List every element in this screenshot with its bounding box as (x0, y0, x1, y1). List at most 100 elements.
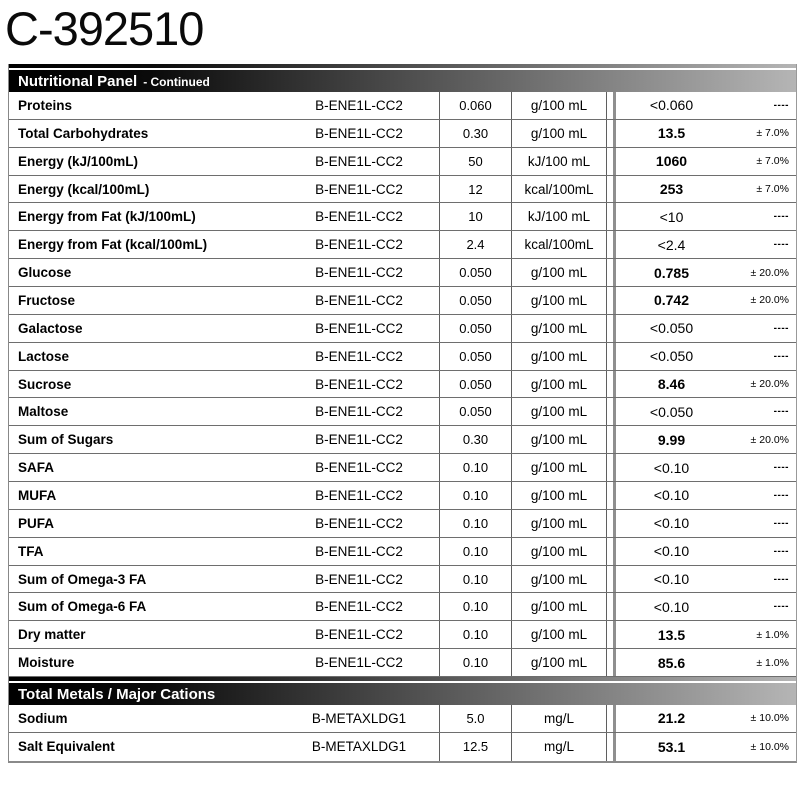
result-cell: <0.060 ---- (613, 92, 796, 119)
result-cell: 13.5 ± 7.0% (613, 119, 796, 147)
table-row: TFA B-ENE1L-CC2 0.10 g/100 mL <0.10 ---- (9, 537, 796, 566)
table-row: Maltose B-ENE1L-CC2 0.050 g/100 mL <0.05… (9, 398, 796, 427)
parameter-cell: Energy (kJ/100mL) (18, 153, 139, 169)
uncertainty-value: ± 10.0% (750, 712, 789, 725)
result-cell: <0.10 ---- (613, 482, 796, 509)
uncertainty-value: ---- (773, 350, 789, 362)
result-value: <0.060 (649, 97, 694, 114)
parameter-cell: Glucose (18, 265, 72, 281)
loq-cell: 0.050 (439, 370, 512, 398)
unit-cell: g/100 mL (512, 259, 607, 287)
section-header-band: Total Metals / Major Cations (9, 677, 796, 706)
result-value: 0.742 (653, 292, 690, 309)
result-cell: <2.4 ---- (613, 231, 796, 259)
parameter-cell: Sum of Omega-6 FA (18, 599, 147, 615)
loq-cell: 5.0 (439, 705, 512, 732)
method-code-cell: B-ENE1L-CC2 (315, 181, 403, 197)
method-code-cell: B-ENE1L-CC2 (315, 125, 403, 141)
uncertainty-value: ---- (773, 406, 789, 418)
result-value: <0.10 (653, 571, 690, 588)
result-value: 8.46 (657, 376, 686, 393)
unit-cell: kJ/100 mL (512, 203, 607, 231)
result-value: 53.1 (657, 738, 686, 755)
loq-cell: 0.10 (439, 649, 512, 677)
table-row: Lactose B-ENE1L-CC2 0.050 g/100 mL <0.05… (9, 342, 796, 371)
method-code-cell: B-ENE1L-CC2 (315, 237, 403, 253)
unit-cell: g/100 mL (512, 119, 607, 147)
uncertainty-value: ---- (773, 489, 789, 501)
result-cell: <0.10 ---- (613, 454, 796, 482)
parameter-cell: Energy (kcal/100mL) (18, 181, 150, 197)
uncertainty-value: ± 20.0% (750, 378, 789, 391)
table-row: Sum of Omega-3 FA B-ENE1L-CC2 0.10 g/100… (9, 565, 796, 594)
method-code-cell: B-ENE1L-CC2 (315, 404, 403, 420)
result-cell: <0.10 ---- (613, 593, 796, 621)
table-row: Dry matter B-ENE1L-CC2 0.10 g/100 mL 13.… (9, 621, 796, 650)
table-row: PUFA B-ENE1L-CC2 0.10 g/100 mL <0.10 ---… (9, 509, 796, 538)
parameter-cell: TFA (18, 543, 44, 559)
report-table: Nutritional Panel - Continued Proteins B… (8, 64, 797, 763)
method-code-cell: B-ENE1L-CC2 (315, 515, 403, 531)
unit-cell: mg/L (512, 732, 607, 761)
method-code-cell: B-ENE1L-CC2 (315, 543, 403, 559)
parameter-cell: Lactose (18, 348, 70, 364)
method-code-cell: B-ENE1L-CC2 (315, 376, 403, 392)
loq-cell: 0.30 (439, 426, 512, 454)
uncertainty-value: ---- (773, 545, 789, 557)
result-cell: <0.10 ---- (613, 537, 796, 565)
result-cell: 21.2 ± 10.0% (613, 705, 796, 732)
table-row: Energy from Fat (kcal/100mL) B-ENE1L-CC2… (9, 231, 796, 260)
parameter-cell: Galactose (18, 320, 83, 336)
table-row: SAFA B-ENE1L-CC2 0.10 g/100 mL <0.10 ---… (9, 454, 796, 483)
table-row: Glucose B-ENE1L-CC2 0.050 g/100 mL 0.785… (9, 259, 796, 288)
uncertainty-value: ± 10.0% (750, 740, 789, 753)
loq-cell: 0.10 (439, 482, 512, 509)
method-code-cell: B-ENE1L-CC2 (315, 153, 403, 169)
parameter-cell: Energy from Fat (kJ/100mL) (18, 209, 196, 225)
result-value: <0.10 (653, 487, 690, 504)
loq-cell: 10 (439, 203, 512, 231)
parameter-cell: Sum of Sugars (18, 432, 114, 448)
uncertainty-value: ± 20.0% (750, 294, 789, 307)
table-row: Energy (kJ/100mL) B-ENE1L-CC2 50 kJ/100 … (9, 147, 796, 176)
loq-cell: 0.10 (439, 593, 512, 621)
result-cell: 53.1 ± 10.0% (613, 732, 796, 761)
table-row: Sum of Omega-6 FA B-ENE1L-CC2 0.10 g/100… (9, 593, 796, 622)
result-value: <0.10 (653, 459, 690, 476)
section-header-bar: Total Metals / Major Cations (9, 683, 796, 706)
section-header-strip (9, 677, 796, 682)
result-cell: 13.5 ± 1.0% (613, 621, 796, 649)
uncertainty-value: ± 7.0% (756, 155, 789, 168)
table-row: Proteins B-ENE1L-CC2 0.060 g/100 mL <0.0… (9, 92, 796, 120)
uncertainty-value: ± 20.0% (750, 266, 789, 279)
unit-cell: g/100 mL (512, 482, 607, 509)
method-code-cell: B-ENE1L-CC2 (315, 432, 403, 448)
result-cell: <0.050 ---- (613, 314, 796, 342)
table-row: Sodium B-METAXLDG1 5.0 mg/L 21.2 ± 10.0% (9, 705, 796, 733)
result-cell: <0.10 ---- (613, 509, 796, 537)
parameter-cell: Proteins (18, 97, 73, 113)
unit-cell: g/100 mL (512, 565, 607, 593)
parameter-cell: Sum of Omega-3 FA (18, 571, 147, 587)
section-title: Total Metals / Major Cations (18, 685, 216, 703)
section-header-gap (9, 68, 796, 70)
unit-cell: g/100 mL (512, 454, 607, 482)
uncertainty-value: ---- (773, 99, 789, 111)
uncertainty-value: ± 20.0% (750, 433, 789, 446)
result-value: <0.050 (649, 348, 694, 365)
parameter-cell: PUFA (18, 515, 55, 531)
uncertainty-value: ---- (773, 573, 789, 585)
unit-cell: g/100 mL (512, 287, 607, 314)
table-row: Sum of Sugars B-ENE1L-CC2 0.30 g/100 mL … (9, 426, 796, 455)
result-value: <0.050 (649, 403, 694, 420)
method-code-cell: B-ENE1L-CC2 (315, 460, 403, 476)
result-cell: 9.99 ± 20.0% (613, 426, 796, 454)
parameter-cell: Energy from Fat (kcal/100mL) (18, 237, 208, 253)
uncertainty-value: ± 7.0% (756, 183, 789, 195)
method-code-cell: B-ENE1L-CC2 (315, 97, 403, 113)
result-value: 253 (659, 181, 684, 197)
loq-cell: 0.10 (439, 509, 512, 537)
unit-cell: g/100 mL (512, 593, 607, 621)
result-value: 13.5 (657, 626, 686, 643)
result-cell: <0.10 ---- (613, 565, 796, 593)
